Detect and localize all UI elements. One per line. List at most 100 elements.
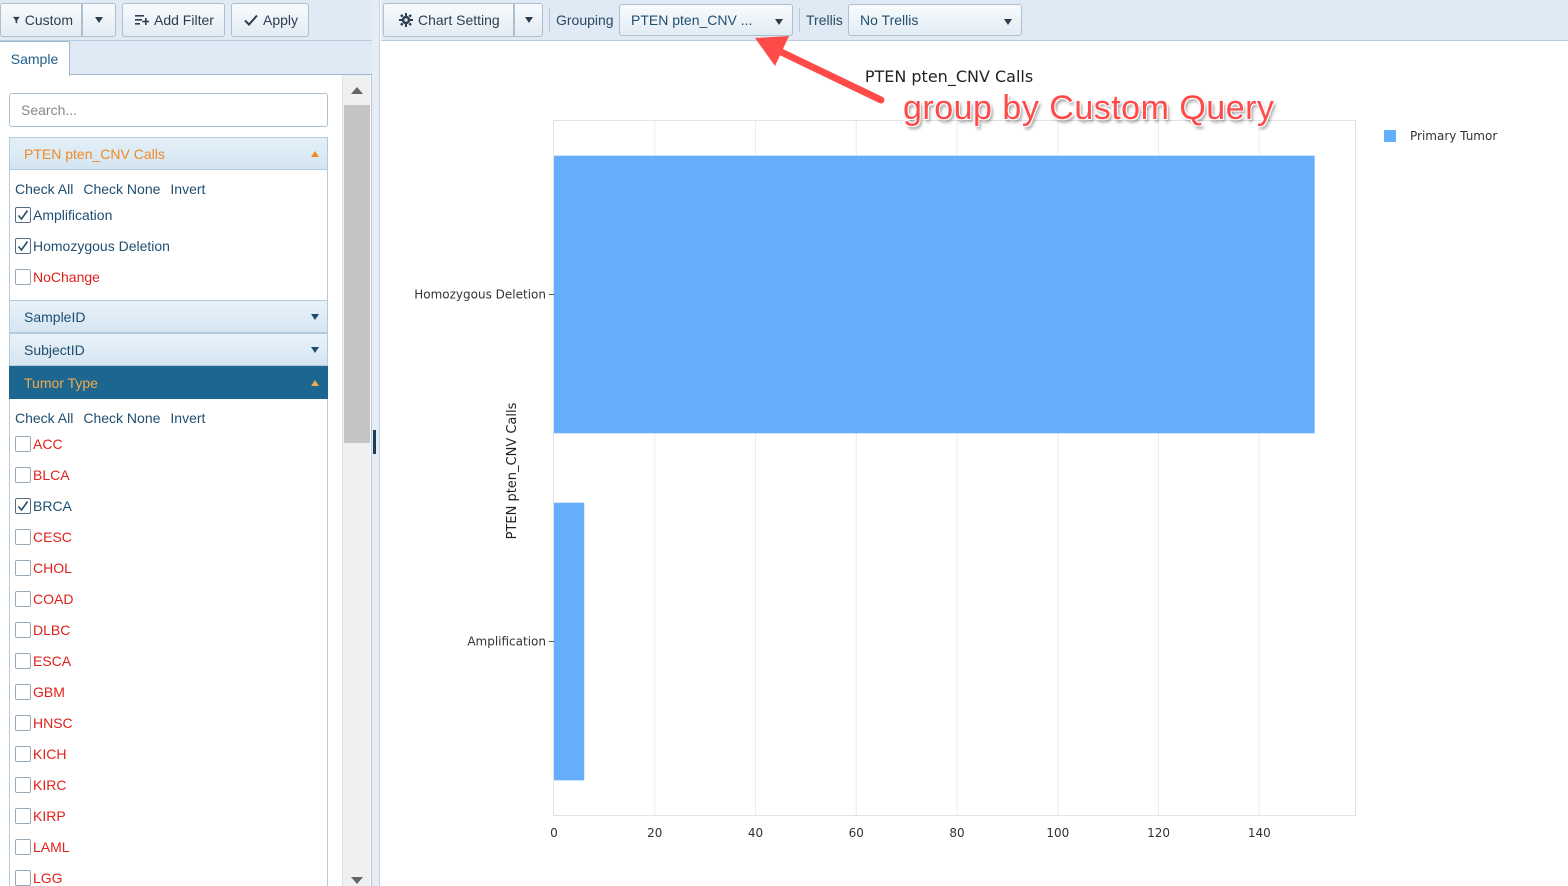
check-none-link[interactable]: Check None bbox=[83, 410, 161, 426]
facet-option[interactable]: COAD bbox=[15, 589, 73, 609]
chart-setting-caret[interactable] bbox=[514, 3, 543, 37]
panel-splitter[interactable] bbox=[372, 0, 380, 886]
apply-button[interactable]: Apply bbox=[231, 3, 309, 37]
checkbox[interactable] bbox=[15, 560, 31, 576]
facet-option[interactable]: LGG bbox=[15, 868, 63, 886]
checkbox[interactable] bbox=[15, 684, 31, 700]
checkbox[interactable] bbox=[15, 808, 31, 824]
facet-option[interactable]: CESC bbox=[15, 527, 72, 547]
y-tick-label: Homozygous Deletion bbox=[414, 288, 546, 302]
trellis-select[interactable]: No Trellis bbox=[848, 4, 1022, 36]
facet-option[interactable]: HNSC bbox=[15, 713, 73, 733]
facet-option[interactable]: BRCA bbox=[15, 496, 72, 516]
facet-option[interactable]: KIRP bbox=[15, 806, 66, 826]
invert-link[interactable]: Invert bbox=[170, 181, 206, 197]
facet-header-pten-cnv[interactable]: PTEN pten_CNV Calls bbox=[9, 137, 328, 170]
checkbox[interactable] bbox=[15, 746, 31, 762]
annotation-label: group by Custom Query bbox=[903, 89, 1275, 127]
facet-option-label: BRCA bbox=[33, 498, 72, 514]
custom-button[interactable]: Custom bbox=[0, 3, 82, 37]
checkbox-checked[interactable] bbox=[15, 238, 31, 254]
x-tick-label: 60 bbox=[849, 826, 864, 840]
add-filter-button[interactable]: Add Filter bbox=[122, 3, 225, 37]
chart-legend[interactable]: Primary Tumor bbox=[1384, 129, 1497, 143]
trellis-value: No Trellis bbox=[860, 12, 919, 28]
facet-option[interactable]: ACC bbox=[15, 434, 63, 454]
bar-homozygous-deletion[interactable] bbox=[554, 155, 1315, 434]
scroll-down-icon[interactable] bbox=[351, 877, 363, 884]
facet-title: SubjectID bbox=[24, 341, 85, 358]
facet-title: Tumor Type bbox=[24, 374, 98, 391]
toolbar-divider bbox=[799, 8, 800, 32]
facet-option[interactable]: ESCA bbox=[15, 651, 71, 671]
x-tick-label: 80 bbox=[949, 826, 964, 840]
facet-option-label: GBM bbox=[33, 684, 65, 700]
x-tick-label: 40 bbox=[748, 826, 763, 840]
checkbox-checked[interactable] bbox=[15, 498, 31, 514]
facet-actions: Check All Check None Invert bbox=[15, 181, 205, 197]
x-tick-labels: 0 20 40 60 80 100 120 140 bbox=[550, 826, 1271, 840]
facet-option[interactable]: CHOL bbox=[15, 558, 72, 578]
facet-option[interactable]: GBM bbox=[15, 682, 65, 702]
grouping-value: PTEN pten_CNV ... bbox=[631, 12, 753, 28]
checkbox[interactable] bbox=[15, 715, 31, 731]
y-tick-labels: Homozygous Deletion Amplification bbox=[414, 288, 554, 649]
search-input[interactable] bbox=[9, 93, 328, 127]
checkbox[interactable] bbox=[15, 529, 31, 545]
splitter-handle[interactable] bbox=[373, 430, 376, 454]
facet-option-label: ESCA bbox=[33, 653, 72, 669]
checkbox[interactable] bbox=[15, 870, 31, 886]
facet-option[interactable]: KICH bbox=[15, 744, 66, 764]
facet-option[interactable]: Homozygous Deletion bbox=[15, 236, 170, 256]
facet-title: SampleID bbox=[24, 308, 86, 325]
chart-setting-button[interactable]: Chart Setting bbox=[383, 3, 514, 37]
tab-sample[interactable]: Sample bbox=[0, 41, 70, 76]
filter-toolbar: Custom Add Filter Apply bbox=[0, 0, 372, 41]
custom-button-label: Custom bbox=[24, 12, 73, 28]
chevron-down-icon bbox=[524, 17, 533, 23]
facet-option[interactable]: LAML bbox=[15, 837, 70, 857]
checkbox[interactable] bbox=[15, 269, 31, 285]
facet-title: PTEN pten_CNV Calls bbox=[24, 145, 165, 162]
checkbox[interactable] bbox=[15, 467, 31, 483]
annotation-arrow-icon bbox=[755, 36, 885, 104]
facet-option-label: Amplification bbox=[33, 207, 113, 223]
checkbox[interactable] bbox=[15, 436, 31, 452]
checkbox-checked[interactable] bbox=[15, 207, 31, 223]
check-all-link[interactable]: Check All bbox=[15, 181, 74, 197]
facet-header-tumor-type[interactable]: Tumor Type bbox=[9, 366, 328, 399]
legend-swatch bbox=[1384, 130, 1396, 142]
bar-amplification[interactable] bbox=[554, 502, 585, 781]
add-filter-icon bbox=[135, 15, 149, 25]
check-all-link[interactable]: Check All bbox=[15, 410, 74, 426]
invert-link[interactable]: Invert bbox=[170, 410, 206, 426]
grouping-label: Grouping bbox=[556, 12, 614, 28]
grouping-select[interactable]: PTEN pten_CNV ... bbox=[619, 4, 793, 36]
x-tick-label: 120 bbox=[1147, 826, 1170, 840]
facet-header-subjectid[interactable]: SubjectID bbox=[9, 333, 328, 366]
facet-option[interactable]: DLBC bbox=[15, 620, 70, 640]
checkbox[interactable] bbox=[15, 839, 31, 855]
facet-list: PTEN pten_CNV Calls Check All Check None… bbox=[0, 75, 372, 886]
facet-header-sampleid[interactable]: SampleID bbox=[9, 300, 328, 333]
facet-option-label: DLBC bbox=[33, 622, 71, 638]
x-tick-label: 140 bbox=[1248, 826, 1271, 840]
check-none-link[interactable]: Check None bbox=[83, 181, 161, 197]
x-tick-label: 20 bbox=[647, 826, 662, 840]
y-tick-label: Amplification bbox=[467, 635, 546, 649]
scrollbar-thumb[interactable] bbox=[344, 105, 370, 443]
checkbox[interactable] bbox=[15, 653, 31, 669]
facet-option[interactable]: Amplification bbox=[15, 205, 112, 225]
custom-dropdown-caret[interactable] bbox=[82, 3, 116, 37]
scroll-up-icon[interactable] bbox=[351, 87, 363, 94]
facet-option[interactable]: NoChange bbox=[15, 267, 100, 287]
facet-option-label: LGG bbox=[33, 870, 63, 886]
facet-option[interactable]: KIRC bbox=[15, 775, 66, 795]
checkbox[interactable] bbox=[15, 622, 31, 638]
facet-scrollbar[interactable] bbox=[342, 75, 370, 886]
facet-option[interactable]: BLCA bbox=[15, 465, 70, 485]
facet-option-label: KIRP bbox=[33, 808, 66, 824]
checkbox[interactable] bbox=[15, 591, 31, 607]
filter-panel: Custom Add Filter Apply Sample PTEN pten… bbox=[0, 0, 372, 886]
checkbox[interactable] bbox=[15, 777, 31, 793]
